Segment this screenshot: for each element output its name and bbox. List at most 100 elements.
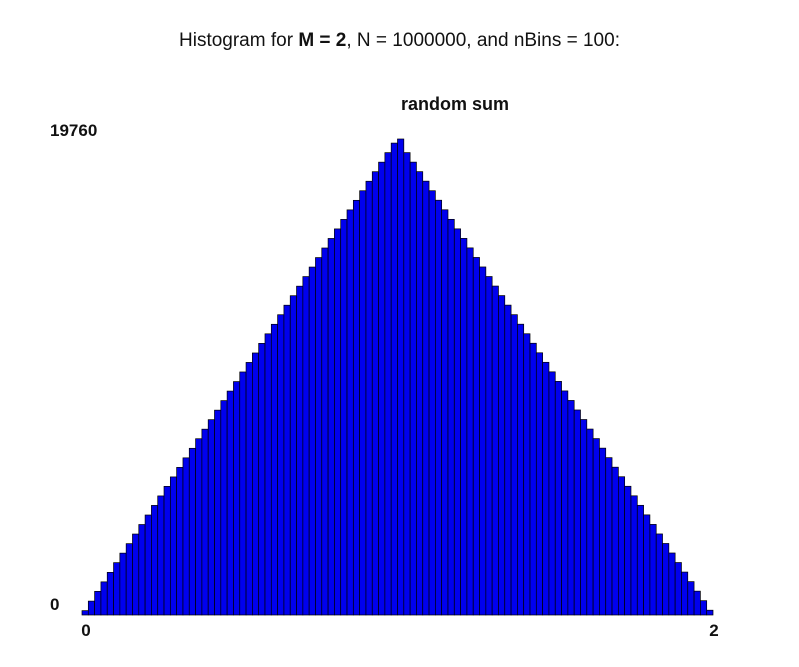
histogram-bar [346,209,354,616]
histogram-bar [693,590,701,616]
histogram-bar [554,381,562,616]
histogram-bar [542,361,550,616]
y-min-label: 0 [50,595,59,614]
histogram-bar [428,190,436,616]
histogram-bar [163,486,171,616]
histogram-bar [321,247,329,616]
histogram-bar [611,466,619,616]
histogram-bar [151,505,159,616]
histogram-bar [662,543,670,616]
histogram-bar [226,390,234,616]
histogram-bar [188,447,196,616]
histogram-bar [422,180,430,616]
histogram-bar [359,190,367,616]
histogram-bar [239,371,247,616]
histogram-bar [119,552,127,616]
histogram-bar [327,238,335,616]
histogram-bar [599,447,607,616]
histogram-bar [264,333,272,616]
histogram-bar [315,257,323,616]
histogram-bar [176,467,184,616]
histogram-bar [573,409,581,616]
histogram-bar [270,323,278,616]
histogram-bar [283,304,291,616]
histogram-bar [334,228,342,616]
histogram-bar [289,295,297,616]
histogram-bar [340,219,348,616]
histogram-bar [81,610,89,616]
y-max-label: 19760 [50,121,97,140]
histogram-bar [668,552,676,616]
histogram-bar [447,218,455,616]
histogram-bar [384,152,392,616]
histogram-bar [624,485,632,616]
histogram-bar [132,533,140,616]
histogram-bar [352,199,360,616]
histogram-bar [233,381,241,616]
histogram-bar [94,590,102,616]
histogram-bar [700,600,708,616]
histogram-bar [409,161,417,616]
histogram-bar [100,581,108,616]
chart-title: random sum [401,94,509,114]
histogram-bar [125,543,133,616]
histogram-bar [630,495,638,616]
histogram-bar [390,142,398,616]
page-heading: Histogram for M = 2, N = 1000000, and nB… [0,30,799,52]
histogram-bar [453,228,461,616]
heading-m-value: M = 2 [298,30,347,51]
histogram-bar [649,524,657,616]
x-min-label: 0 [81,621,90,640]
histogram-bar [636,504,644,616]
histogram-bar [548,371,556,616]
histogram-bar [498,295,506,616]
histogram-bar [106,572,114,616]
histogram-bar [529,342,537,616]
histogram-bar [510,314,518,616]
histogram-bar [441,209,449,616]
histogram-bar [201,428,209,616]
heading-suffix: , N = 1000000, and nBins = 100: [346,30,620,51]
histogram-bar [378,161,386,616]
histogram-bar [655,533,663,616]
histogram-bar [258,343,266,616]
histogram-bar [252,352,260,616]
histogram-bar [435,199,443,616]
histogram-bar [466,247,474,616]
histogram-bar [567,400,575,616]
histogram-bar [416,171,424,616]
histogram-bar [643,514,651,616]
histogram-bar [504,304,512,616]
histogram-bar [144,514,152,616]
histogram-bar [182,457,190,616]
histogram-bars [81,138,714,616]
histogram-bar [403,152,411,616]
histogram-bar [169,476,177,616]
histogram-bar [138,524,146,616]
histogram-bar [302,276,310,616]
histogram-bar [157,495,165,616]
histogram-bar [687,581,695,616]
histogram-bar [371,171,379,616]
histogram-bar [517,323,525,616]
x-max-label: 2 [709,621,718,640]
histogram-bar [491,285,499,616]
histogram-bar [523,333,531,616]
histogram-bar [586,428,594,616]
histogram-bar [220,400,228,616]
histogram-bar [365,180,373,616]
histogram-bar [681,571,689,616]
heading-prefix: Histogram for [179,30,299,51]
histogram-bar [472,257,480,616]
histogram-bar [674,562,682,616]
histogram-bar [195,438,203,616]
histogram-bar [397,138,405,616]
histogram-bar [479,266,487,616]
histogram-bar [535,352,543,616]
histogram-bar [308,266,316,616]
histogram-bar [605,457,613,616]
histogram-bar [214,409,222,616]
histogram-bar [460,238,468,616]
histogram-bar [706,609,714,616]
